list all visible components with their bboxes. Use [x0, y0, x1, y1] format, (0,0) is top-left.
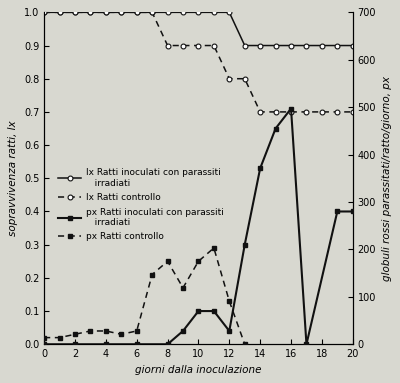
X-axis label: giorni dalla inoculazione: giorni dalla inoculazione	[135, 365, 262, 375]
Legend: lx Ratti inoculati con parassiti
   irradiati, lx Ratti controllo, px Ratti inoc: lx Ratti inoculati con parassiti irradia…	[55, 165, 227, 245]
Y-axis label: globuli rossi parassitati/ratto/giorno, px: globuli rossi parassitati/ratto/giorno, …	[382, 76, 392, 281]
Y-axis label: sopravvivenza ratti, lx: sopravvivenza ratti, lx	[8, 121, 18, 236]
